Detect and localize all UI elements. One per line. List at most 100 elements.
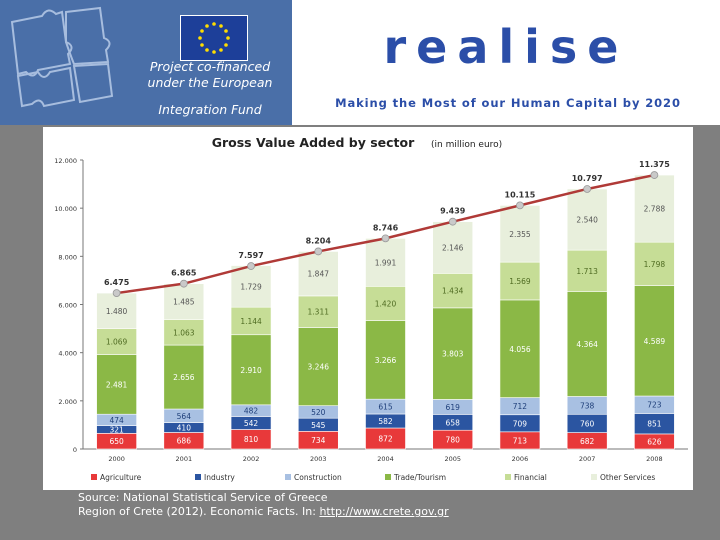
- data-label-trade: 2.656: [173, 373, 195, 382]
- y-tick-label: 10.000: [54, 205, 77, 213]
- y-tick-label: 2.000: [58, 398, 77, 406]
- total-point: [583, 185, 592, 193]
- data-label-financial: 1.434: [442, 287, 464, 296]
- source-note: Source: National Statistical Service of …: [78, 491, 449, 519]
- source-citation: Region of Crete (2012). Economic Facts. …: [78, 505, 320, 518]
- x-tick-label: 2004: [377, 455, 394, 463]
- source-link[interactable]: http://www.crete.gov.gr: [319, 505, 449, 518]
- data-label-trade: 3.803: [442, 350, 464, 359]
- data-label-construction: 615: [378, 403, 393, 412]
- data-label-trade: 4.364: [576, 340, 598, 349]
- total-point: [448, 217, 457, 226]
- x-tick-label: 2007: [579, 455, 596, 463]
- total-label: 10.115: [505, 190, 536, 199]
- total-label: 10.797: [572, 174, 603, 183]
- data-label-trade: 3.246: [308, 363, 330, 372]
- y-tick-label: 4.000: [58, 350, 77, 358]
- bar-segment-other: [634, 174, 675, 243]
- legend-label-industry: Industry: [204, 473, 235, 482]
- data-label-industry: 410: [177, 424, 192, 433]
- data-label-construction: 712: [513, 402, 528, 411]
- chart-title: Gross Value Added by sector: [212, 135, 415, 150]
- data-label-agriculture: 626: [647, 437, 662, 446]
- data-label-financial: 1.420: [375, 299, 397, 308]
- data-label-agriculture: 682: [580, 437, 595, 446]
- bar-segment-trade: [634, 285, 675, 397]
- bar-segment-trade: [230, 334, 272, 406]
- data-label-construction: 482: [244, 407, 259, 416]
- x-tick-label: 2008: [646, 455, 663, 463]
- data-label-agriculture: 713: [513, 436, 528, 445]
- y-tick-label: 0: [73, 446, 77, 454]
- bar-segment-financial: [566, 249, 608, 292]
- bar-segment-trade: [432, 307, 474, 400]
- legend-swatch-financial: [505, 474, 511, 480]
- data-label-trade: 3.266: [375, 356, 397, 365]
- total-label: 6.865: [171, 269, 197, 278]
- bar-segment-trade: [297, 327, 339, 406]
- bar-segment-other: [163, 283, 205, 320]
- data-label-industry: 321: [109, 425, 124, 434]
- puzzle-pieces-icon: [10, 6, 114, 108]
- legend-label-trade: Trade/Tourism: [393, 473, 446, 482]
- tagline: Making the Most of our Human Capital by …: [335, 96, 681, 110]
- data-label-financial: 1.798: [644, 260, 666, 269]
- data-label-industry: 709: [513, 419, 528, 428]
- bar-segment-trade: [566, 291, 608, 397]
- data-label-agriculture: 650: [109, 437, 124, 446]
- y-tick-label: 6.000: [58, 302, 77, 310]
- data-label-trade: 2.481: [106, 380, 128, 389]
- bar-segment-financial: [297, 295, 339, 328]
- data-label-construction: 520: [311, 408, 326, 417]
- data-label-industry: 545: [311, 421, 326, 430]
- bar-segment-other: [297, 251, 339, 297]
- legend-label-financial: Financial: [514, 473, 547, 482]
- data-label-financial: 1.713: [576, 267, 598, 276]
- data-label-agriculture: 734: [311, 436, 326, 445]
- source-line-2: Region of Crete (2012). Economic Facts. …: [78, 505, 449, 519]
- data-label-trade: 4.589: [644, 337, 666, 346]
- data-label-other: 2.355: [509, 230, 531, 239]
- funding-text: Project co-financed under the European: [130, 59, 290, 91]
- data-label-construction: 723: [647, 401, 662, 410]
- x-tick-label: 2000: [108, 455, 125, 463]
- data-label-industry: 542: [244, 419, 259, 428]
- bar-segment-other: [499, 205, 541, 263]
- total-label: 7.597: [238, 251, 263, 260]
- bar-segment-financial: [163, 319, 205, 346]
- data-label-trade: 4.056: [509, 345, 531, 354]
- chart-panel: Gross Value Added by sector (in million e…: [43, 127, 693, 490]
- bar-segment-financial: [432, 273, 474, 309]
- data-label-industry: 851: [647, 420, 662, 429]
- data-label-other: 1.991: [375, 258, 397, 267]
- bar-segment-other: [566, 188, 608, 251]
- data-label-industry: 760: [580, 419, 595, 428]
- data-label-construction: 564: [177, 412, 192, 421]
- bar-segment-trade: [96, 354, 137, 415]
- data-label-agriculture: 686: [177, 437, 192, 446]
- y-tick-label: 8.000: [58, 253, 77, 261]
- funding-line-3: Integration Fund: [158, 102, 262, 117]
- gva-stacked-bar-chart: Gross Value Added by sector (in million e…: [54, 135, 688, 482]
- data-label-industry: 658: [446, 418, 461, 427]
- total-point: [247, 262, 255, 270]
- data-label-construction: 619: [446, 403, 461, 412]
- data-label-agriculture: 780: [446, 436, 461, 445]
- x-tick-label: 2003: [310, 455, 327, 463]
- data-label-other: 1.729: [240, 282, 262, 291]
- bar-segment-financial: [96, 328, 137, 355]
- chart-title-suffix: (in million euro): [431, 140, 502, 150]
- legend-label-other: Other Services: [600, 473, 655, 482]
- header-left-panel: Project co-financed under the European I…: [0, 0, 292, 125]
- data-label-financial: 1.069: [106, 338, 128, 347]
- total-label: 11.375: [639, 160, 670, 169]
- data-label-other: 2.540: [576, 216, 598, 225]
- source-line-1: Source: National Statistical Service of …: [78, 491, 328, 504]
- bar-segment-other: [96, 292, 137, 330]
- total-point: [516, 201, 524, 210]
- legend-swatch-industry: [195, 474, 201, 480]
- total-point: [314, 247, 323, 256]
- bar-segment-financial: [499, 261, 541, 301]
- data-label-construction: 738: [580, 401, 595, 410]
- eu-flag-icon: [180, 15, 248, 61]
